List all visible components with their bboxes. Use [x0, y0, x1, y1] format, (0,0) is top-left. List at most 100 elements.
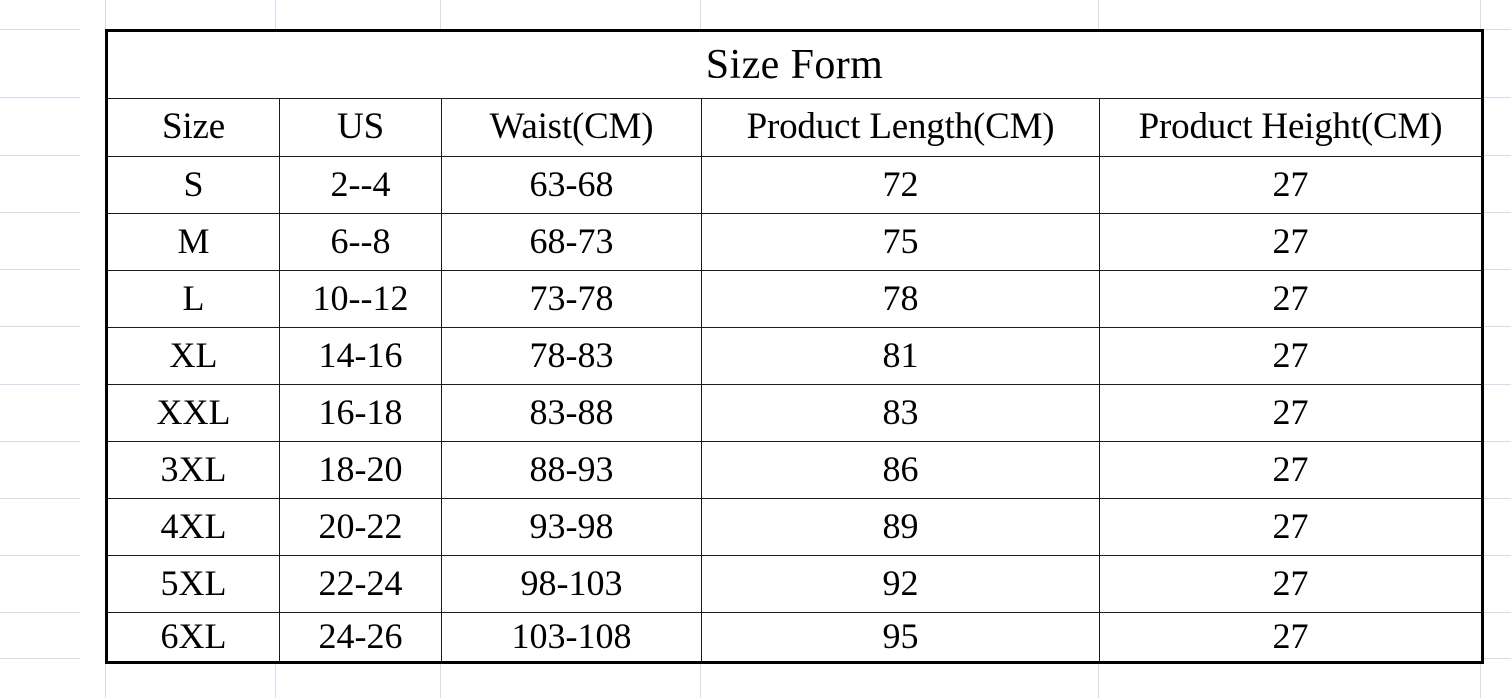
- cell-us: 18-20: [279, 441, 442, 499]
- column-header-us: US: [279, 98, 442, 157]
- column-header-height: Product Height(CM): [1098, 98, 1484, 157]
- cell-size: 3XL: [106, 441, 280, 499]
- sheet-gridline-vertical: [1480, 0, 1481, 29]
- cell-height: 27: [1098, 213, 1484, 271]
- table-row: 3XL 18-20 88-93 86 27: [106, 441, 1484, 499]
- cell-height: 27: [1098, 498, 1484, 556]
- sheet-gridline-horizontal: [1481, 441, 1511, 442]
- sheet-gridline-vertical: [105, 658, 106, 698]
- sheet-gridline-horizontal: [0, 384, 80, 385]
- cell-length: 81: [701, 327, 1100, 385]
- table-row: S 2--4 63-68 72 27: [106, 156, 1484, 214]
- cell-size: M: [106, 213, 280, 271]
- cell-size: XXL: [106, 384, 280, 442]
- sheet-gridline-horizontal: [1481, 212, 1511, 213]
- sheet-gridline-horizontal: [1481, 29, 1511, 30]
- cell-waist: 68-73: [441, 213, 702, 271]
- sheet-gridline-vertical: [700, 658, 701, 698]
- cell-height: 27: [1098, 270, 1484, 328]
- sheet-gridline-horizontal: [1481, 269, 1511, 270]
- cell-waist: 98-103: [441, 555, 702, 613]
- cell-height: 27: [1098, 327, 1484, 385]
- sheet-gridline-horizontal: [1481, 555, 1511, 556]
- table-row: 4XL 20-22 93-98 89 27: [106, 498, 1484, 556]
- sheet-gridline-vertical: [700, 0, 701, 29]
- cell-height: 27: [1098, 441, 1484, 499]
- size-form-table: Size Form Size US Waist(CM) Product Leng…: [105, 29, 1485, 664]
- column-header-waist: Waist(CM): [441, 98, 702, 157]
- cell-waist: 103-108: [441, 612, 702, 663]
- cell-length: 78: [701, 270, 1100, 328]
- cell-waist: 88-93: [441, 441, 702, 499]
- cell-us: 6--8: [279, 213, 442, 271]
- sheet-gridline-horizontal: [0, 212, 80, 213]
- sheet-gridline-horizontal: [0, 441, 80, 442]
- sheet-gridline-horizontal: [0, 155, 80, 156]
- sheet-gridline-horizontal: [0, 97, 80, 98]
- sheet-gridline-horizontal: [0, 326, 80, 327]
- cell-size: S: [106, 156, 280, 214]
- cell-height: 27: [1098, 384, 1484, 442]
- sheet-gridline-vertical: [1098, 0, 1099, 29]
- sheet-gridline-vertical: [1098, 658, 1099, 698]
- cell-height: 27: [1098, 612, 1484, 663]
- cell-size: L: [106, 270, 280, 328]
- sheet-gridline-horizontal: [1481, 326, 1511, 327]
- cell-us: 10--12: [279, 270, 442, 328]
- sheet-gridline-horizontal: [1481, 498, 1511, 499]
- cell-us: 14-16: [279, 327, 442, 385]
- sheet-gridline-horizontal: [0, 658, 80, 659]
- cell-length: 92: [701, 555, 1100, 613]
- cell-waist: 63-68: [441, 156, 702, 214]
- sheet-gridline-horizontal: [0, 29, 80, 30]
- sheet-gridline-vertical: [105, 0, 106, 29]
- sheet-gridline-vertical: [275, 658, 276, 698]
- cell-waist: 93-98: [441, 498, 702, 556]
- cell-length: 83: [701, 384, 1100, 442]
- column-header-size: Size: [106, 98, 280, 157]
- sheet-gridline-vertical: [440, 0, 441, 29]
- cell-length: 75: [701, 213, 1100, 271]
- cell-size: 6XL: [106, 612, 280, 663]
- cell-us: 22-24: [279, 555, 442, 613]
- cell-height: 27: [1098, 555, 1484, 613]
- sheet-gridline-horizontal: [1481, 658, 1511, 659]
- table-header-row: Size US Waist(CM) Product Length(CM) Pro…: [106, 98, 1484, 157]
- sheet-gridline-horizontal: [1481, 612, 1511, 613]
- sheet-gridline-horizontal: [0, 612, 80, 613]
- sheet-gridline-horizontal: [1481, 384, 1511, 385]
- cell-waist: 83-88: [441, 384, 702, 442]
- cell-us: 2--4: [279, 156, 442, 214]
- sheet-gridline-vertical: [440, 658, 441, 698]
- cell-length: 89: [701, 498, 1100, 556]
- table-row: L 10--12 73-78 78 27: [106, 270, 1484, 328]
- table-row: 5XL 22-24 98-103 92 27: [106, 555, 1484, 613]
- cell-size: 5XL: [106, 555, 280, 613]
- cell-height: 27: [1098, 156, 1484, 214]
- cell-us: 16-18: [279, 384, 442, 442]
- sheet-gridline-horizontal: [1481, 97, 1511, 98]
- cell-length: 86: [701, 441, 1100, 499]
- cell-size: 4XL: [106, 498, 280, 556]
- cell-length: 95: [701, 612, 1100, 663]
- page-title: Size Form: [105, 30, 1484, 99]
- cell-length: 72: [701, 156, 1100, 214]
- cell-waist: 73-78: [441, 270, 702, 328]
- table-row: XL 14-16 78-83 81 27: [106, 327, 1484, 385]
- sheet-gridline-vertical: [1480, 658, 1481, 698]
- cell-us: 20-22: [279, 498, 442, 556]
- cell-waist: 78-83: [441, 327, 702, 385]
- cell-size: XL: [106, 327, 280, 385]
- sheet-gridline-horizontal: [1481, 155, 1511, 156]
- size-chart-container: Size Form Size US Waist(CM) Product Leng…: [105, 29, 1485, 664]
- table-row: 6XL 24-26 103-108 95 27: [106, 612, 1484, 663]
- sheet-gridline-horizontal: [0, 269, 80, 270]
- column-header-length: Product Length(CM): [701, 98, 1100, 157]
- sheet-gridline-horizontal: [0, 555, 80, 556]
- table-row: M 6--8 68-73 75 27: [106, 213, 1484, 271]
- table-title-row: Size Form: [105, 30, 1484, 99]
- table-row: XXL 16-18 83-88 83 27: [106, 384, 1484, 442]
- sheet-gridline-horizontal: [0, 498, 80, 499]
- cell-us: 24-26: [279, 612, 442, 663]
- sheet-gridline-vertical: [275, 0, 276, 29]
